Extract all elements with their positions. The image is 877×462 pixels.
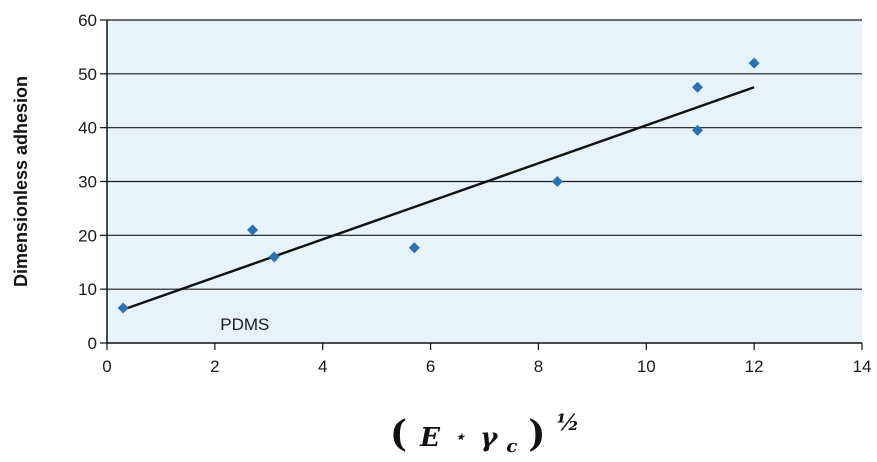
x-tick-label: 6	[426, 357, 435, 376]
data-point	[692, 81, 704, 93]
y-tick-label: 0	[88, 334, 97, 353]
x-label-base: E	[419, 423, 441, 453]
data-point	[117, 302, 129, 314]
x-tick-label: 0	[102, 357, 111, 376]
x-label-subscript: c	[506, 436, 517, 457]
y-tick-label: 50	[78, 65, 97, 84]
axes: 0 10 20 30 40 50 60 0 2 4 6 8 10 12 14	[78, 11, 871, 376]
y-tick-label: 40	[78, 119, 97, 138]
x-label-exponent: ½	[556, 410, 579, 436]
data-point	[247, 224, 259, 236]
x-tick-label: 2	[210, 357, 219, 376]
y-tick-label: 10	[78, 280, 97, 299]
trendline	[122, 86, 755, 311]
x-label-close-paren: )	[528, 413, 545, 455]
annotation-pdms: PDMS	[220, 315, 269, 334]
x-tick-label: 10	[637, 357, 656, 376]
y-tick-label: 60	[78, 11, 97, 30]
data-point	[408, 242, 420, 254]
x-label-gamma: γ	[480, 423, 499, 453]
data-point	[692, 124, 704, 136]
trendline-layer	[122, 86, 755, 311]
x-axis-label: ( E ⋆ γ c ) ½	[390, 410, 579, 457]
x-tick-label: 12	[745, 357, 764, 376]
y-tick-label: 30	[78, 173, 97, 192]
x-tick-label: 4	[318, 357, 327, 376]
data-points	[117, 57, 760, 314]
x-tick-label: 14	[853, 357, 872, 376]
x-label-open-paren: (	[390, 413, 407, 455]
data-point	[551, 176, 563, 187]
x-label-star: ⋆	[455, 427, 466, 446]
x-tick-label: 8	[534, 357, 543, 376]
data-point	[268, 251, 280, 263]
y-axis-label: Dimensionless adhesion	[11, 76, 31, 287]
y-tick-label: 20	[78, 226, 97, 245]
data-point	[748, 57, 760, 69]
